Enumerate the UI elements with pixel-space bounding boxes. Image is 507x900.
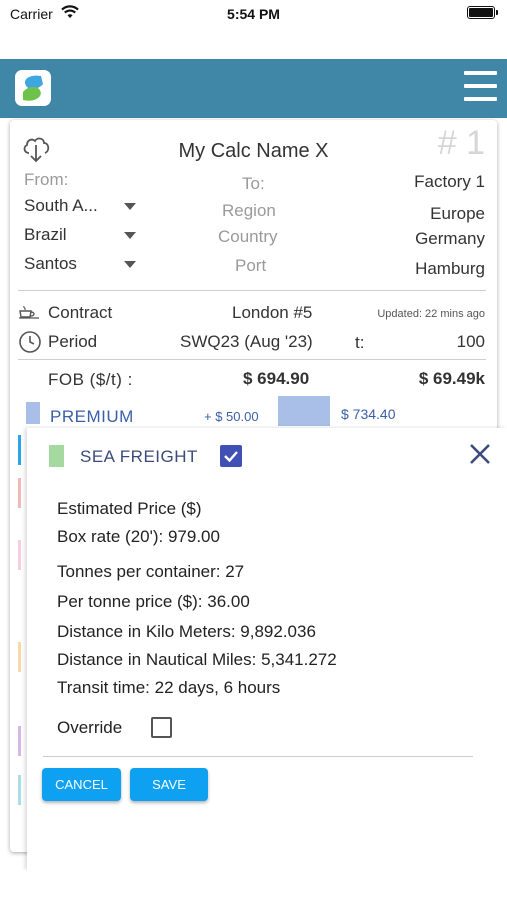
transit-time: Transit time: 22 days, 6 hours — [57, 678, 281, 697]
override-checkbox[interactable] — [151, 717, 172, 738]
per-tonne-price: Per tonne price ($): 36.00 — [57, 592, 250, 611]
contract-value[interactable]: London #5 — [232, 303, 313, 322]
sea-freight-checkbox[interactable] — [220, 445, 242, 467]
series-marker — [18, 540, 21, 570]
fob-value: $ 694.90 — [243, 369, 310, 388]
chevron-down-icon[interactable] — [124, 261, 136, 268]
premium-value: $ 734.40 — [341, 406, 396, 422]
save-button[interactable]: SAVE — [130, 768, 208, 801]
origin-country-select[interactable]: Brazil — [24, 225, 67, 244]
fob-label: FOB ($/t) : — [48, 370, 133, 389]
destination-factory[interactable]: Factory 1 — [414, 172, 485, 191]
dest-region[interactable]: Europe — [430, 204, 485, 223]
divider — [18, 359, 486, 360]
calc-name[interactable]: My Calc Name X — [178, 140, 329, 162]
close-icon[interactable] — [468, 442, 492, 466]
region-label: Region — [222, 201, 276, 220]
updated-timestamp: Updated: 22 mins ago — [377, 308, 485, 320]
series-marker — [18, 435, 21, 465]
country-label: Country — [218, 227, 278, 246]
tonnes-value[interactable]: 100 — [456, 332, 485, 351]
period-value[interactable]: SWQ23 (Aug '23) — [180, 332, 313, 351]
contract-label: Contract — [48, 303, 113, 322]
distance-nm: Distance in Nautical Miles: 5,341.272 — [57, 650, 337, 669]
period-label: Period — [48, 332, 98, 351]
premium-delta: + $ 50.00 — [204, 409, 259, 424]
from-label: From: — [24, 170, 69, 189]
series-marker — [18, 775, 21, 805]
carrier-label: Carrier — [10, 6, 53, 22]
origin-port-select[interactable]: Santos — [24, 254, 77, 273]
clock-icon — [18, 330, 42, 359]
to-label: To: — [242, 174, 265, 193]
divider — [18, 290, 486, 291]
origin-region-select[interactable]: South A... — [24, 196, 98, 215]
calc-number: # 1 — [437, 124, 485, 162]
bottom-safe-area — [0, 870, 507, 900]
chevron-down-icon[interactable] — [124, 203, 136, 210]
divider — [43, 756, 473, 757]
hamburger-menu-icon[interactable] — [464, 71, 497, 101]
override-label: Override — [57, 718, 123, 737]
series-marker — [18, 642, 21, 672]
premium-swatch — [26, 402, 40, 424]
tonnes-label: t: — [355, 333, 365, 352]
fob-total: $ 69.49k — [418, 369, 485, 388]
wifi-icon — [60, 4, 80, 23]
dest-port[interactable]: Hamburg — [415, 259, 485, 278]
series-marker — [18, 478, 21, 508]
series-marker — [18, 726, 21, 756]
cloud-download-icon[interactable] — [20, 132, 52, 164]
tonnes-per-container: Tonnes per container: 27 — [57, 562, 245, 581]
dest-country[interactable]: Germany — [415, 229, 485, 248]
app-logo[interactable] — [15, 70, 51, 106]
cancel-button[interactable]: CANCEL — [42, 768, 121, 801]
box-rate: Box rate (20'): 979.00 — [57, 527, 220, 546]
sea-freight-title: SEA FREIGHT — [80, 447, 198, 466]
estimated-price-label: Estimated Price ($) — [57, 499, 202, 518]
app-header — [0, 59, 507, 118]
premium-bar — [278, 396, 330, 426]
chevron-down-icon[interactable] — [124, 232, 136, 239]
premium-label[interactable]: PREMIUM — [50, 407, 134, 426]
clock-time: 5:54 PM — [227, 6, 280, 22]
sea-freight-dialog: SEA FREIGHT Estimated Price ($) Box rate… — [27, 428, 507, 870]
coffee-cup-icon — [18, 305, 40, 324]
port-label: Port — [235, 256, 267, 275]
status-bar: Carrier 5:54 PM — [0, 0, 507, 30]
sea-freight-swatch — [49, 445, 64, 467]
distance-km: Distance in Kilo Meters: 9,892.036 — [57, 622, 316, 641]
battery-icon — [467, 6, 498, 19]
